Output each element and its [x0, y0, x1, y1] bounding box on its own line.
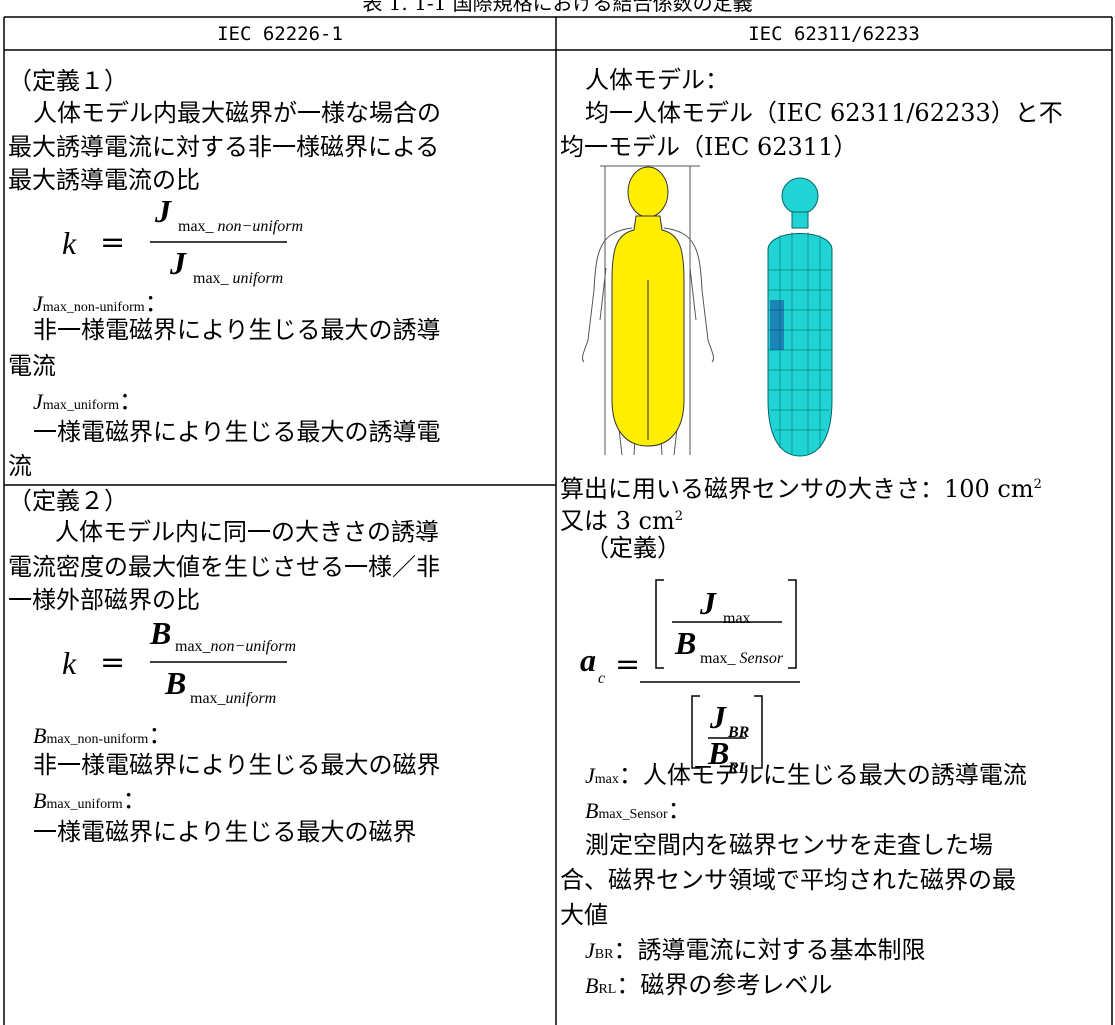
formula-symbol: J [700, 585, 716, 621]
text-line: 算出に用いる磁界センサの大きさ：100 cm [560, 475, 1034, 503]
term-symbol: B [585, 973, 599, 998]
superscript: 2 [674, 509, 684, 524]
mesh-model [767, 177, 833, 457]
column-header: IEC 62226-1 [217, 23, 343, 45]
formula-sub: uniform [225, 690, 277, 707]
term-symbol: J [585, 938, 595, 963]
term-sub: max [594, 772, 619, 787]
text-line: 一様電磁界により生じる最大の磁界 [33, 818, 417, 846]
formula-sub: max_ [175, 638, 211, 655]
formula-symbol: k [62, 645, 77, 681]
term-sep: ： [122, 786, 147, 814]
text-line: 一様電磁界により生じる最大の誘導電 [33, 418, 441, 446]
term-sub: max_non-uniform [42, 300, 145, 315]
text-line: 均一モデル（IEC 62311） [560, 133, 858, 161]
formula-symbol: B [708, 735, 730, 771]
formula-sub: BR [728, 724, 750, 741]
term-symbol: B [33, 788, 47, 813]
formula-symbol: a [580, 642, 596, 678]
term-sep: ： [616, 971, 641, 999]
heading: （定義２） [8, 487, 128, 515]
formula-symbol: k [62, 225, 77, 261]
heading: （定義１） [8, 67, 128, 95]
text-line: 均一人体モデル（IEC 62311/62233）と不 [585, 99, 1063, 127]
term-symbol: J [585, 763, 595, 788]
term-sub: max_uniform [46, 797, 123, 812]
formula-sub: max_ [178, 218, 218, 235]
formula-symbol: B [150, 615, 172, 651]
formula-sub: max [723, 610, 751, 627]
term-sub: max_Sensor [598, 807, 668, 822]
text-line: 人体モデル内最大磁界が一様な場合の [33, 99, 441, 127]
text-line: 非一様電磁界により生じる最大の誘導 [33, 316, 441, 344]
formula-symbol: = [100, 225, 126, 260]
title: 表 1. 1-1 国際規格における結合係数の定義 [362, 0, 753, 15]
formula-sub: non−uniform [210, 638, 297, 655]
formula-symbol: = [100, 645, 126, 680]
term-sub: RL [598, 982, 617, 997]
text-line: 電流 [8, 352, 56, 380]
text-line: 又は 3 cm [560, 507, 675, 535]
term-sep: ： [618, 761, 643, 789]
term-sub: max_uniform [42, 398, 119, 413]
text-line: 人体モデル： [585, 66, 729, 94]
formula-symbol: J [710, 699, 726, 735]
text-line: 最大誘導電流に対する非一様磁界による [8, 133, 440, 161]
text-line: 合、磁界センサ領域で平均された磁界の最 [560, 866, 1016, 894]
formula-sub: non−uniform [217, 218, 304, 235]
formula-symbol: B [675, 625, 697, 661]
formula-sub: uniform [232, 270, 284, 287]
text-line: 一様外部磁界の比 [8, 586, 200, 614]
text-line: 電流密度の最大値を生じさせる一様／非 [8, 553, 440, 581]
formula-sub: max_ [193, 270, 233, 287]
term-symbol: B [585, 798, 599, 823]
column-header: IEC 62311/62233 [748, 23, 920, 45]
formula-sub: max_ [700, 650, 740, 667]
term-desc: 人体モデルに生じる最大の誘導電流 [642, 761, 1027, 789]
term-sub: BR [594, 947, 614, 962]
formula-sub: RL [728, 760, 749, 777]
term-symbol: J [33, 389, 43, 414]
formula-symbol: J [155, 193, 171, 229]
text-line: 測定空間内を磁界センサを走査した場 [585, 831, 993, 859]
human-model-outline [582, 165, 714, 456]
term-sub: max_non-uniform [46, 732, 149, 747]
term-symbol: J [33, 291, 43, 316]
term-sep: ： [613, 936, 638, 964]
term-sep: ： [118, 387, 143, 415]
text-line: 非一様電磁界により生じる最大の磁界 [33, 751, 441, 779]
term-sep: ： [148, 721, 173, 749]
formula-symbol: J [170, 245, 186, 281]
text-line: 大値 [560, 901, 608, 929]
text-line: 最大誘導電流の比 [8, 166, 200, 194]
term-symbol: B [33, 723, 47, 748]
term-sep: ： [667, 796, 692, 824]
formula-sub: c [598, 670, 606, 687]
formula-sub: max_ [190, 690, 226, 707]
term-desc: 誘導電流に対する基本制限 [637, 936, 926, 964]
formula-sub: Sensor [739, 650, 784, 667]
heading: （定義） [585, 534, 681, 562]
formula-symbol: B [165, 665, 187, 701]
superscript: 2 [1033, 477, 1042, 492]
formula-symbol: = [615, 647, 641, 682]
term-desc: 磁界の参考レベル [640, 971, 833, 999]
text-line: 流 [8, 452, 32, 480]
term-sep: ： [144, 289, 169, 317]
text-line: 人体モデル内に同一の大きさの誘導 [55, 518, 439, 546]
